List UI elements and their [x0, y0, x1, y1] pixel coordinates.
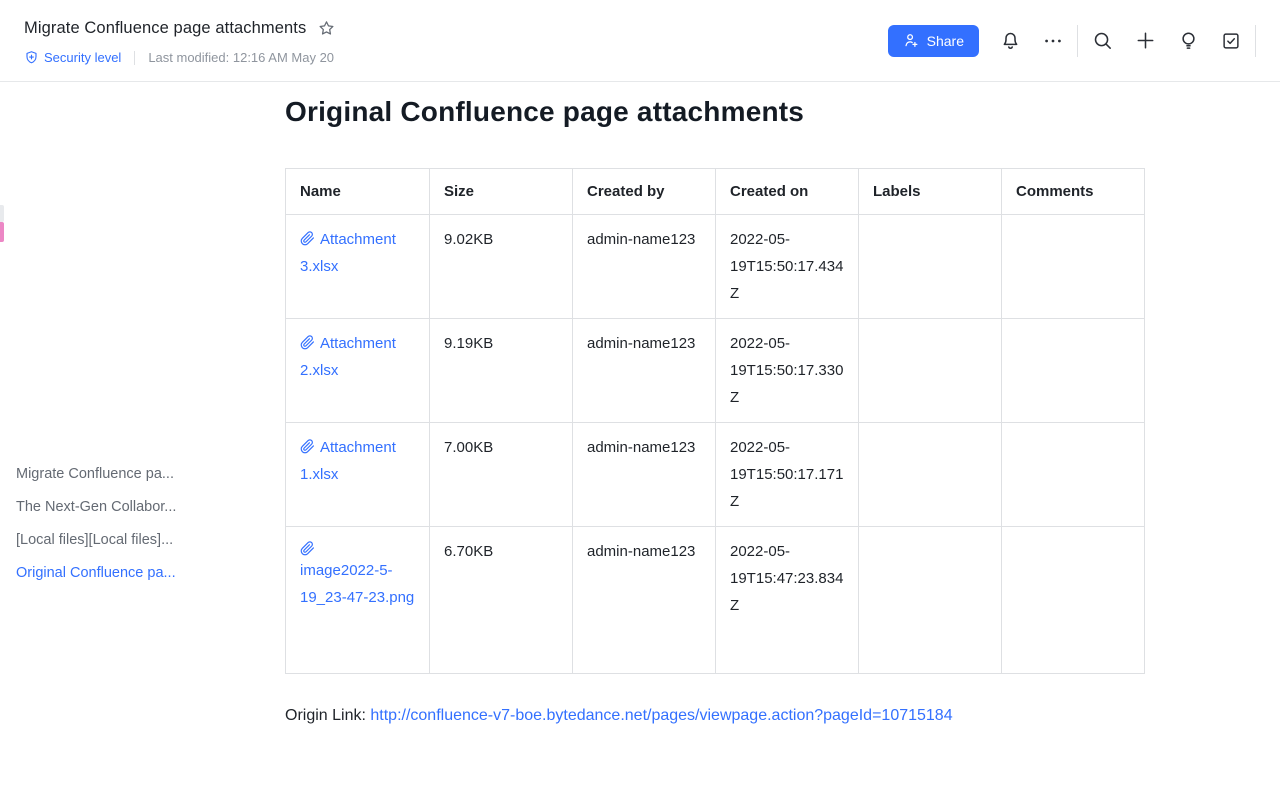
last-modified-text: Last modified: 12:16 AM May 20	[148, 50, 335, 65]
col-header-name[interactable]: Name	[285, 168, 430, 215]
cell-name[interactable]: image2022-5-19_23-47-23.png	[285, 526, 430, 674]
attachment-filename: Attachment 3.xlsx	[300, 231, 396, 275]
page-title: Original Confluence page attachments	[285, 96, 805, 127]
col-header-created-on[interactable]: Created on	[715, 168, 859, 215]
cell-created-on[interactable]: 2022-05-19T15:50:17.171Z	[715, 422, 859, 527]
shield-plus-icon	[24, 50, 39, 65]
col-header-created-by[interactable]: Created by	[572, 168, 716, 215]
cell-size[interactable]: 7.00KB	[429, 422, 573, 527]
doc-meta-row: Security level Last modified: 12:16 AM M…	[24, 49, 336, 67]
notifications-bell-icon[interactable]	[998, 29, 1022, 53]
cell-comments[interactable]	[1001, 422, 1145, 527]
more-ellipsis-icon[interactable]	[1041, 29, 1065, 53]
outline-item-next-gen[interactable]: The Next-Gen Collabor...	[16, 499, 177, 515]
paperclip-icon	[300, 335, 315, 350]
toolbar-divider-right	[1255, 24, 1256, 57]
doc-title-row: Migrate Confluence page attachments	[24, 17, 336, 41]
origin-link-url[interactable]: http://confluence-v7-boe.bytedance.net/p…	[370, 707, 953, 724]
cell-name[interactable]: Attachment 2.xlsx	[285, 318, 430, 423]
table-row: Attachment 1.xlsx 7.00KB admin-name123 2…	[285, 422, 1145, 527]
security-level-button[interactable]: Security level	[24, 50, 121, 65]
attachment-link[interactable]: image2022-5-19_23-47-23.png	[300, 541, 415, 606]
attachment-filename: Attachment 1.xlsx	[300, 439, 396, 483]
attachment-filename: Attachment 2.xlsx	[300, 335, 396, 379]
table-row: Attachment 2.xlsx 9.19KB admin-name123 2…	[285, 318, 1145, 423]
cell-created-by[interactable]: admin-name123	[572, 526, 716, 674]
toolbar-divider	[1077, 24, 1078, 57]
table-header-row: Name Size Created by Created on Labels C…	[285, 168, 1145, 215]
cell-created-on[interactable]: 2022-05-19T15:47:23.834Z	[715, 526, 859, 674]
cell-created-on[interactable]: 2022-05-19T15:50:17.434Z	[715, 214, 859, 319]
cell-size[interactable]: 6.70KB	[429, 526, 573, 674]
tasks-checkbox-icon[interactable]	[1219, 29, 1243, 53]
origin-link-label: Origin Link:	[285, 707, 371, 724]
cell-name[interactable]: Attachment 3.xlsx	[285, 214, 430, 319]
paperclip-icon	[300, 231, 315, 246]
paperclip-icon	[300, 439, 315, 454]
cell-created-by[interactable]: admin-name123	[572, 422, 716, 527]
col-header-size[interactable]: Size	[429, 168, 573, 215]
paperclip-icon	[300, 541, 415, 556]
col-header-labels[interactable]: Labels	[858, 168, 1002, 215]
doc-title[interactable]: Migrate Confluence page attachments	[24, 19, 307, 37]
outline-panel: Migrate Confluence pa... The Next-Gen Co…	[16, 458, 226, 590]
cell-created-on[interactable]: 2022-05-19T15:50:17.330Z	[715, 318, 859, 423]
security-level-label: Security level	[44, 50, 122, 65]
cell-labels[interactable]	[858, 318, 1002, 423]
favorite-star-icon[interactable]	[317, 19, 336, 38]
outline-item-original-confluence[interactable]: Original Confluence pa...	[16, 565, 176, 581]
topbar-actions: Share	[887, 24, 1280, 57]
cell-created-by[interactable]: admin-name123	[572, 214, 716, 319]
cell-name[interactable]: Attachment 1.xlsx	[285, 422, 430, 527]
person-plus-icon	[903, 32, 920, 49]
table-row: Attachment 3.xlsx 9.02KB admin-name123 2…	[285, 214, 1145, 319]
attachment-link[interactable]: Attachment 3.xlsx	[300, 231, 396, 275]
topbar: Migrate Confluence page attachments Secu…	[0, 0, 1280, 82]
attachment-link[interactable]: Attachment 1.xlsx	[300, 439, 396, 483]
attachment-filename: image2022-5-19_23-47-23.png	[300, 562, 415, 606]
attachments-table: Name Size Created by Created on Labels C…	[285, 168, 1145, 674]
lightbulb-icon[interactable]	[1176, 29, 1200, 53]
share-label: Share	[926, 32, 964, 49]
cell-created-by[interactable]: admin-name123	[572, 318, 716, 423]
meta-divider	[134, 50, 136, 65]
cell-size[interactable]: 9.02KB	[429, 214, 573, 319]
left-edge-track	[0, 205, 4, 222]
cell-comments[interactable]	[1001, 214, 1145, 319]
cell-comments[interactable]	[1001, 526, 1145, 674]
attachment-link[interactable]: Attachment 2.xlsx	[300, 335, 396, 379]
outline-item-migrate-confluence[interactable]: Migrate Confluence pa...	[16, 466, 174, 482]
left-edge-pink-marker	[0, 222, 4, 242]
share-button[interactable]: Share	[887, 24, 979, 57]
topbar-left: Migrate Confluence page attachments Secu…	[0, 15, 336, 67]
origin-link-row: Origin Link: http://confluence-v7-boe.by…	[285, 707, 953, 725]
search-icon[interactable]	[1090, 29, 1114, 53]
col-header-comments[interactable]: Comments	[1001, 168, 1145, 215]
create-plus-icon[interactable]	[1133, 29, 1157, 53]
cell-labels[interactable]	[858, 526, 1002, 674]
table-row: image2022-5-19_23-47-23.png 6.70KB admin…	[285, 526, 1145, 674]
cell-labels[interactable]	[858, 214, 1002, 319]
outline-item-local-files[interactable]: [Local files][Local files]...	[16, 532, 174, 548]
cell-labels[interactable]	[858, 422, 1002, 527]
cell-comments[interactable]	[1001, 318, 1145, 423]
cell-size[interactable]: 9.19KB	[429, 318, 573, 423]
